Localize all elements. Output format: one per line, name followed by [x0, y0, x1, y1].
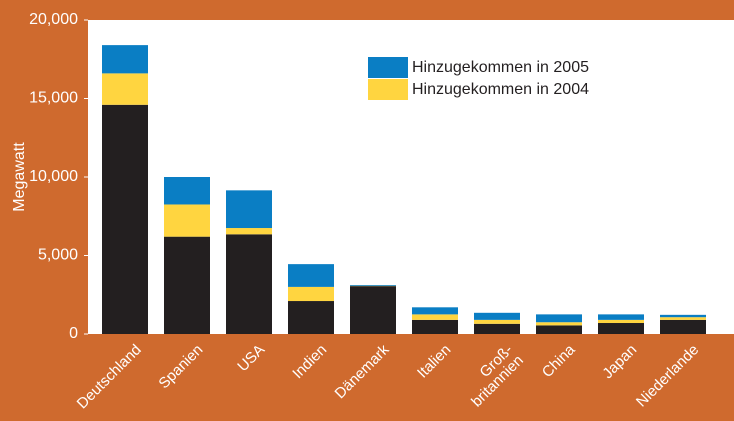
bar-segment	[474, 319, 520, 324]
bar-segment	[350, 285, 396, 286]
y-tick-label: 0	[69, 325, 78, 342]
bar-segment	[412, 319, 458, 334]
bar-segment	[474, 323, 520, 334]
bar-segment	[412, 307, 458, 315]
bar-segment	[288, 286, 334, 302]
bar-segment	[102, 73, 148, 105]
bar-segment	[102, 45, 148, 74]
bar-segment	[598, 314, 644, 320]
legend-label: Hinzugekommen in 2005	[412, 59, 589, 76]
y-tick-label: 5,000	[38, 247, 78, 264]
bar-segment	[536, 314, 582, 323]
bar-segment	[536, 325, 582, 334]
bar-segment	[226, 234, 272, 334]
bar-segment	[226, 190, 272, 229]
y-axis-label: Megawatt	[11, 142, 28, 212]
y-tick-label: 15,000	[29, 90, 78, 107]
bar-segment	[598, 319, 644, 324]
bar-segment	[164, 177, 210, 205]
bar-segment	[660, 317, 706, 320]
legend-label: Hinzugekommen in 2004	[412, 81, 589, 98]
bar-segment	[660, 319, 706, 334]
bar-segment	[412, 314, 458, 320]
bar-segment	[350, 286, 396, 334]
bar-segment	[288, 301, 334, 334]
bar-segment	[226, 228, 272, 235]
legend-swatch	[368, 57, 408, 78]
y-tick-label: 20,000	[29, 11, 78, 28]
bar-segment	[660, 314, 706, 318]
bar-segment	[288, 264, 334, 287]
bar-segment	[474, 312, 520, 320]
legend-swatch	[368, 79, 408, 100]
bar-segment	[102, 104, 148, 334]
bar-segment	[536, 322, 582, 326]
bar-segment	[164, 236, 210, 334]
bar-segment	[598, 323, 644, 334]
bar-segment	[164, 204, 210, 237]
y-tick-label: 10,000	[29, 168, 78, 185]
